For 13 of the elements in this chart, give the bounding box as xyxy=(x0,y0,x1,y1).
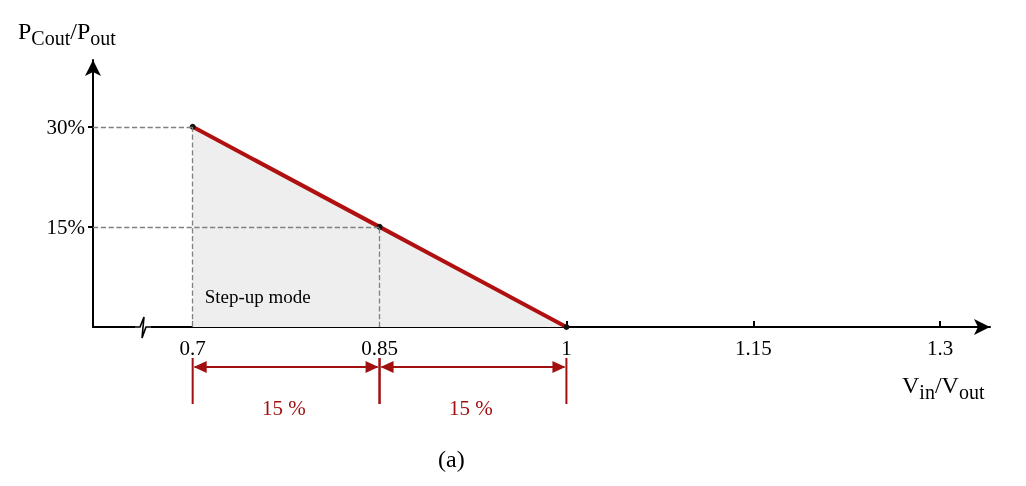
x-tick-label: 1.3 xyxy=(927,335,954,360)
annotation: Step-up mode xyxy=(204,286,311,308)
x-tick-label: 0.85 xyxy=(361,335,398,360)
text: (a) xyxy=(438,446,465,473)
y-tick-label: 15% xyxy=(46,214,85,239)
x-axis-title: V$_{in}$/V$_{out}$ xyxy=(902,372,985,404)
text: 15 % xyxy=(448,396,493,421)
x-tick-label: 1.15 xyxy=(734,335,772,360)
x-tick-label: 1 xyxy=(561,335,572,360)
y-tick-label: 30% xyxy=(46,114,85,139)
text: 15 % xyxy=(262,396,306,421)
y-axis-title: P$_{Cout}$/P$_{out}$ xyxy=(18,18,116,50)
x-tick-label: 0.7 xyxy=(179,335,206,360)
